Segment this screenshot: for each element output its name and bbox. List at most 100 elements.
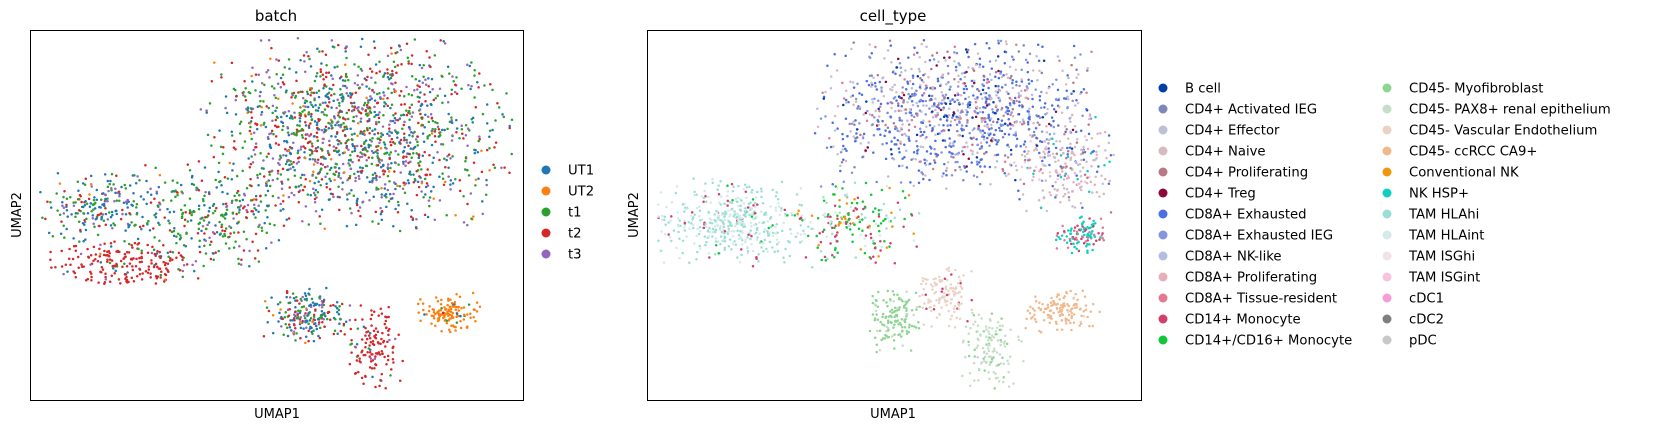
scatter-point [1040, 130, 1044, 133]
scatter-point [443, 128, 446, 132]
scatter-point [72, 237, 75, 240]
scatter-point [113, 199, 116, 203]
scatter-point [1033, 169, 1036, 172]
scatter-point [348, 207, 352, 210]
scatter-point [106, 260, 109, 263]
scatter-point [1056, 55, 1060, 58]
scatter-point [339, 125, 342, 129]
scatter-point [313, 181, 316, 185]
scatter-point [392, 345, 395, 349]
scatter-point [367, 53, 370, 57]
scatter-point [455, 118, 458, 122]
scatter-point [96, 213, 100, 217]
scatter-point [763, 238, 767, 242]
scatter-point [228, 161, 232, 165]
scatter-point [796, 212, 799, 215]
scatter-point [755, 228, 759, 231]
scatter-point [985, 42, 988, 45]
scatter-point [804, 256, 808, 259]
scatter-point [1023, 89, 1027, 92]
scatter-point [925, 150, 929, 153]
scatter-point [427, 199, 431, 202]
scatter-point [971, 128, 975, 132]
scatter-point [941, 74, 944, 78]
scatter-point [225, 204, 229, 208]
scatter-point [324, 75, 328, 79]
scatter-point [39, 190, 42, 194]
scatter-point [341, 95, 345, 98]
scatter-point [882, 219, 885, 223]
scatter-point [257, 73, 261, 77]
scatter-point [713, 213, 716, 216]
scatter-point [836, 251, 839, 255]
scatter-point [380, 372, 384, 376]
scatter-point [246, 106, 250, 109]
scatter-point [336, 131, 339, 134]
scatter-point [254, 146, 257, 149]
scatter-point [836, 127, 839, 130]
scatter-point [348, 164, 351, 167]
scatter-point [106, 258, 109, 261]
scatter-point [1065, 322, 1068, 325]
scatter-point [411, 217, 415, 220]
scatter-point [936, 77, 940, 81]
scatter-point [366, 150, 369, 153]
scatter-point [320, 148, 324, 151]
scatter-point [945, 119, 949, 122]
scatter-point [996, 91, 1000, 94]
scatter-point [920, 42, 923, 46]
scatter-point [976, 112, 980, 115]
scatter-point [369, 144, 372, 147]
scatter-point [140, 251, 143, 255]
scatter-point [99, 261, 103, 264]
scatter-point [345, 224, 349, 228]
scatter-point [893, 315, 896, 319]
scatter-point [372, 310, 376, 313]
scatter-point [1038, 178, 1041, 181]
scatter-point [898, 119, 902, 122]
scatter-point [372, 343, 376, 347]
scatter-point [299, 309, 302, 313]
scatter-point [330, 93, 333, 97]
scatter-point [1059, 200, 1062, 204]
scatter-point [353, 63, 356, 66]
scatter-point [58, 182, 62, 185]
scatter-point [49, 200, 52, 204]
scatter-point [413, 38, 417, 41]
scatter-point [873, 336, 877, 340]
scatter-point [370, 97, 373, 100]
scatter-point [937, 106, 941, 110]
scatter-point [975, 156, 979, 159]
scatter-point [219, 145, 223, 149]
scatter-point [1073, 206, 1077, 209]
scatter-point [300, 127, 304, 131]
scatter-point [310, 112, 313, 116]
scatter-point [695, 258, 698, 261]
scatter-point [1023, 158, 1027, 162]
scatter-point [444, 307, 448, 311]
scatter-point [111, 213, 114, 217]
scatter-point [359, 45, 363, 49]
scatter-point [883, 324, 886, 327]
scatter-point [915, 245, 918, 248]
scatter-point [390, 137, 394, 141]
scatter-point [776, 198, 780, 201]
scatter-point [361, 83, 364, 86]
scatter-point [1024, 145, 1028, 149]
scatter-point [1038, 98, 1042, 102]
scatter-point [1083, 295, 1087, 298]
scatter-point [190, 211, 194, 214]
scatter-point [126, 206, 129, 209]
scatter-point [745, 186, 749, 189]
scatter-point [760, 246, 763, 249]
scatter-point [343, 79, 347, 82]
scatter-point [158, 239, 161, 243]
scatter-point [67, 257, 71, 260]
scatter-point [873, 246, 877, 250]
scatter-point [849, 95, 853, 99]
scatter-point [717, 251, 721, 255]
scatter-point [754, 205, 757, 209]
scatter-point [845, 202, 849, 205]
scatter-point [1008, 122, 1012, 125]
scatter-point [271, 194, 275, 198]
